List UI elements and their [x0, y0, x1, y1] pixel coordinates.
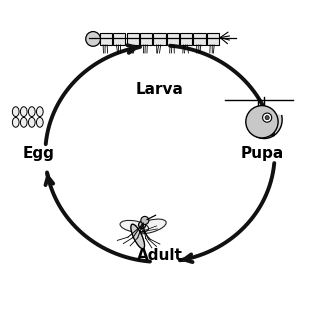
- Ellipse shape: [134, 219, 166, 234]
- Bar: [180, 33, 192, 45]
- Bar: [100, 33, 112, 45]
- Ellipse shape: [36, 117, 43, 127]
- Ellipse shape: [36, 107, 43, 116]
- Polygon shape: [249, 112, 282, 139]
- Ellipse shape: [12, 117, 19, 127]
- Circle shape: [246, 106, 278, 138]
- Ellipse shape: [28, 107, 35, 116]
- Ellipse shape: [12, 107, 19, 116]
- Text: Pupa: Pupa: [240, 146, 284, 161]
- Ellipse shape: [20, 117, 27, 127]
- Text: Larva: Larva: [136, 83, 184, 97]
- Bar: [194, 33, 206, 45]
- Text: Egg: Egg: [23, 146, 55, 161]
- Bar: [153, 33, 166, 45]
- Bar: [113, 33, 125, 45]
- Circle shape: [86, 32, 100, 46]
- Bar: [140, 33, 152, 45]
- Circle shape: [141, 216, 149, 224]
- Bar: [126, 33, 139, 45]
- Circle shape: [265, 116, 269, 120]
- Ellipse shape: [20, 107, 27, 116]
- Ellipse shape: [28, 117, 35, 127]
- Bar: [207, 33, 219, 45]
- Bar: [167, 33, 179, 45]
- Ellipse shape: [131, 224, 145, 249]
- Ellipse shape: [120, 220, 149, 232]
- Ellipse shape: [139, 221, 146, 228]
- Circle shape: [263, 113, 272, 122]
- Text: Adult: Adult: [137, 248, 183, 263]
